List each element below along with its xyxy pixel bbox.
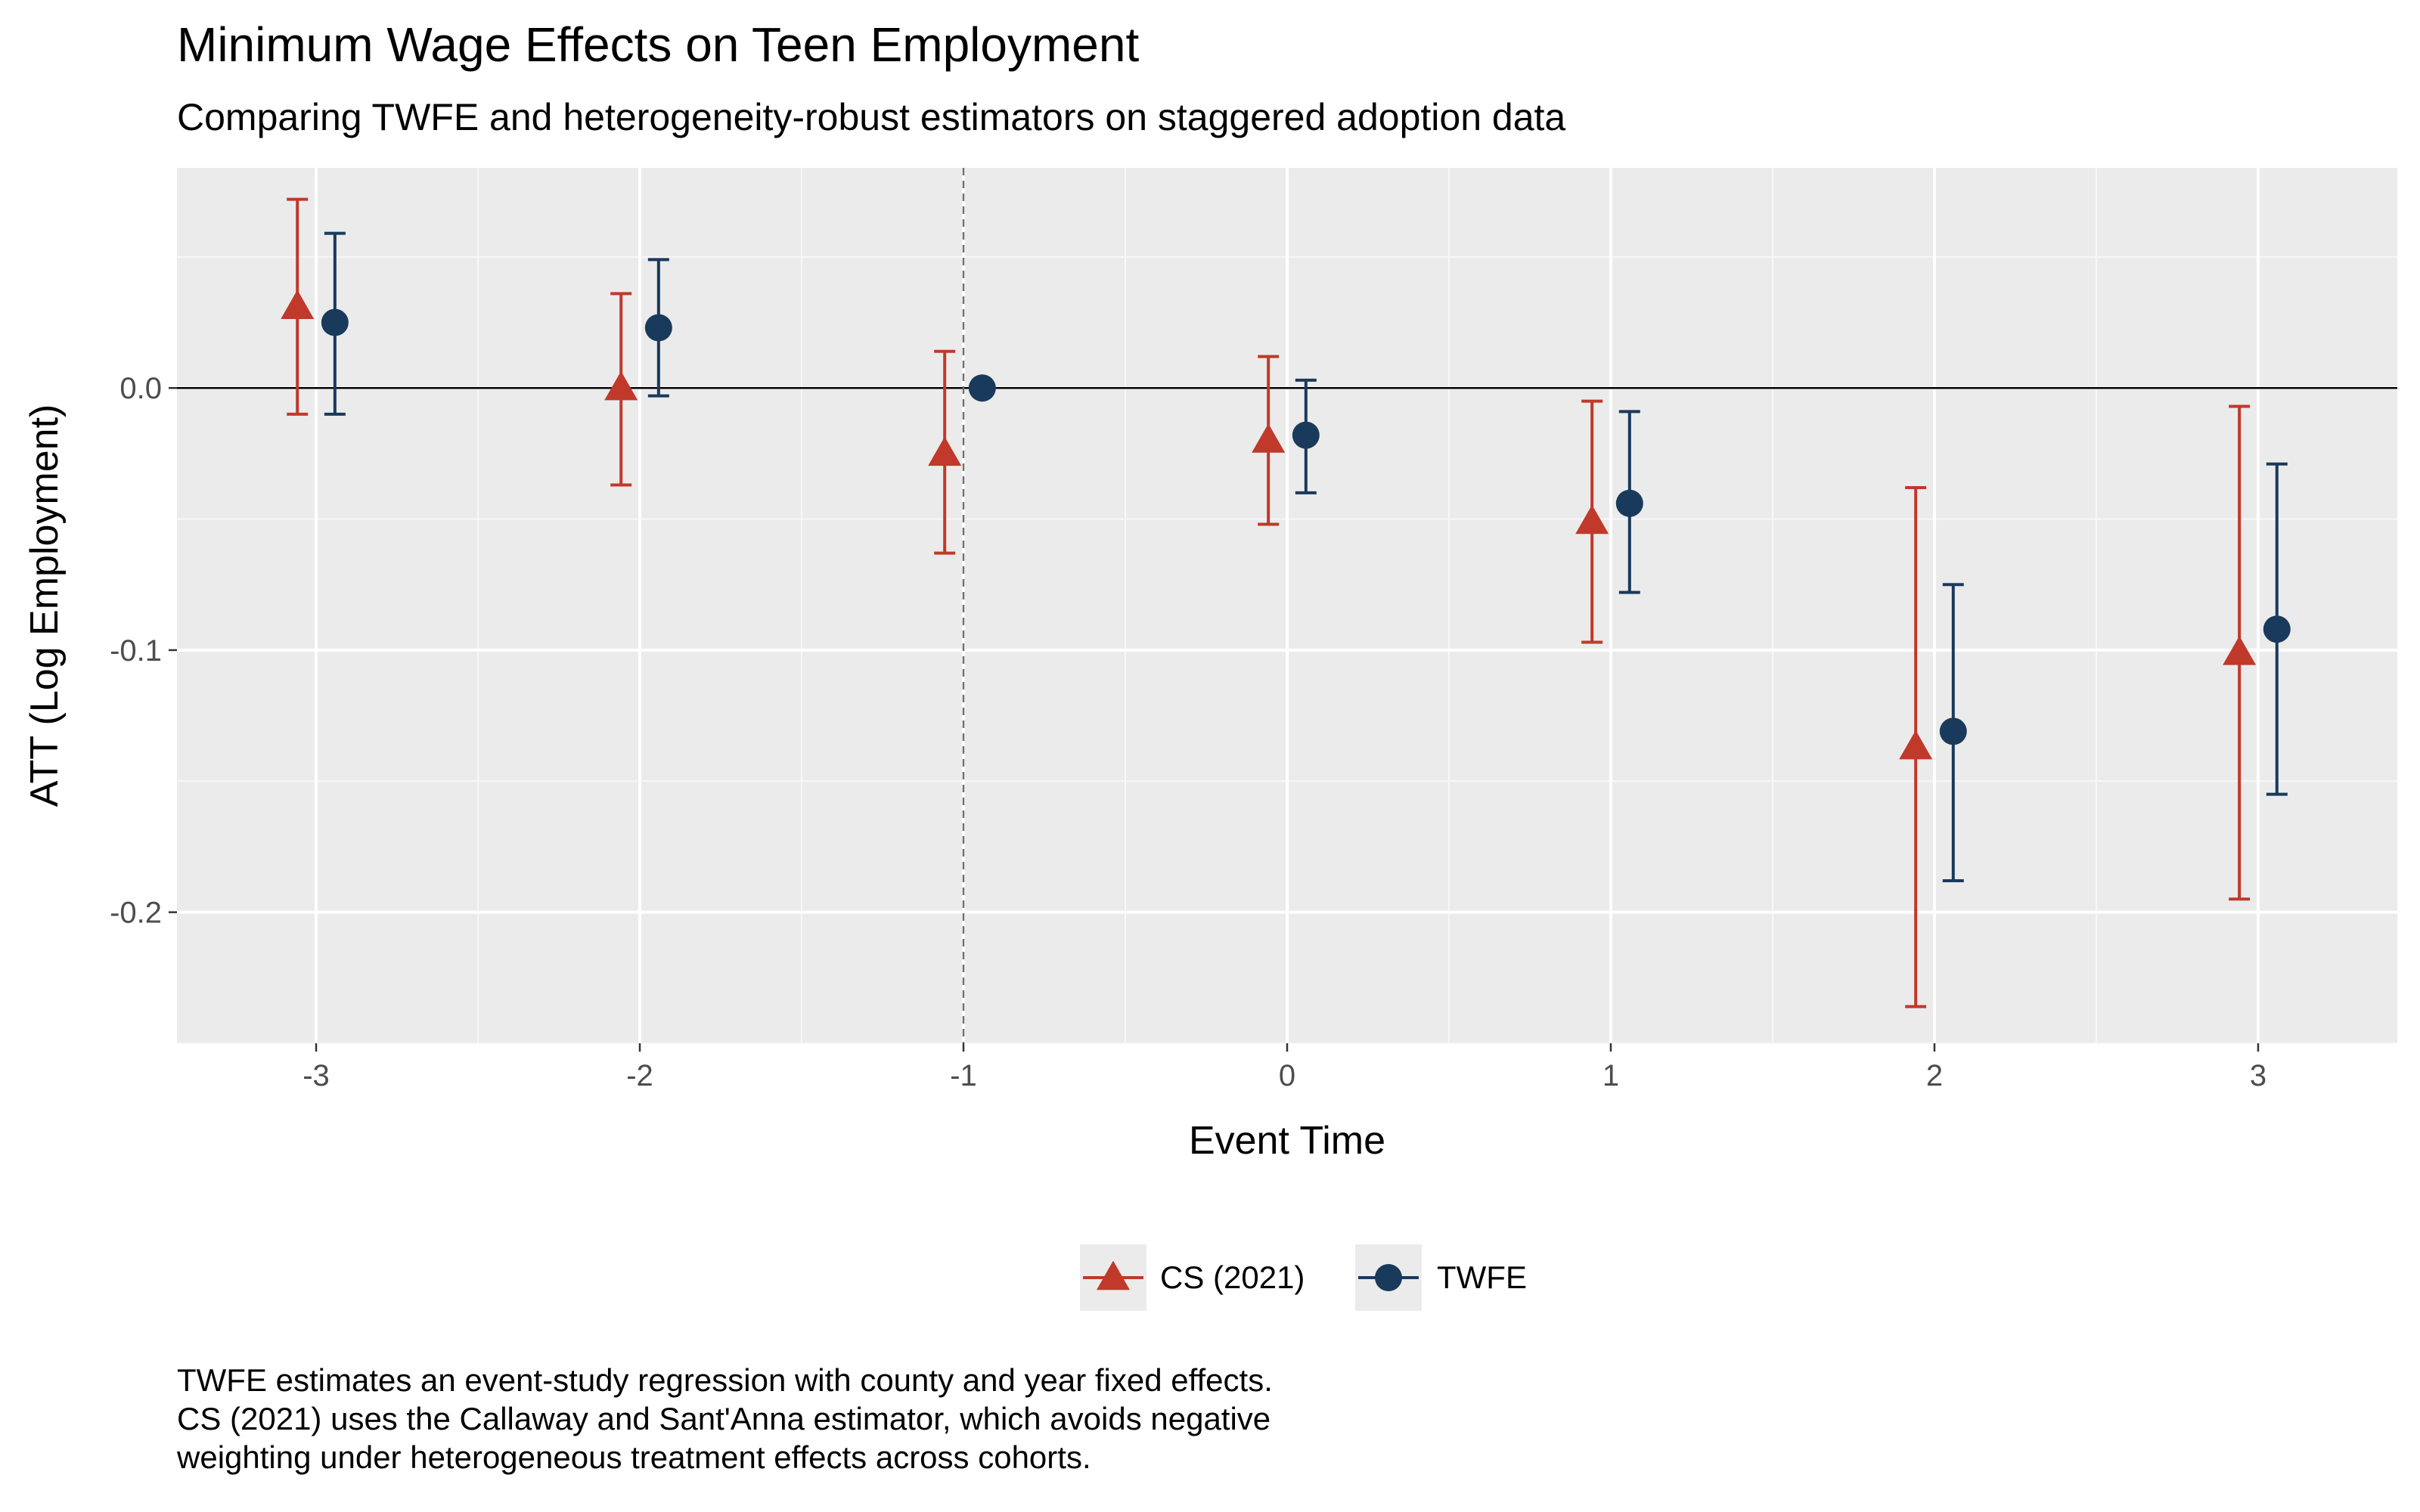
caption-line: TWFE estimates an event-study regression… bbox=[177, 1362, 1273, 1398]
y-tick-label: -0.1 bbox=[110, 634, 162, 668]
data-point-cs bbox=[1252, 423, 1286, 453]
legend-label: CS (2021) bbox=[1160, 1259, 1305, 1295]
legend-triangle-marker bbox=[1097, 1260, 1130, 1290]
caption-line: CS (2021) uses the Callaway and Sant'Ann… bbox=[177, 1401, 1271, 1436]
chart-caption: TWFE estimates an event-study regression… bbox=[177, 1361, 1273, 1476]
data-point-cs bbox=[604, 370, 638, 401]
data-point-cs bbox=[1899, 730, 1933, 760]
data-point-cs bbox=[281, 290, 315, 319]
caption-line: weighting under heterogeneous treatment … bbox=[177, 1439, 1091, 1475]
data-point-twfe bbox=[644, 314, 672, 342]
legend-label: TWFE bbox=[1437, 1259, 1527, 1295]
x-tick-label: 1 bbox=[1602, 1059, 1619, 1092]
chart-title: Minimum Wage Effects on Teen Employment bbox=[177, 17, 1140, 72]
x-tick-label: -3 bbox=[302, 1059, 330, 1092]
x-tick-label: -1 bbox=[950, 1059, 977, 1092]
data-point-twfe bbox=[1615, 489, 1643, 517]
y-axis-title: ATT (Log Employment) bbox=[23, 404, 67, 807]
x-tick-label: 3 bbox=[2250, 1059, 2266, 1092]
chart-subtitle: Comparing TWFE and heterogeneity-robust … bbox=[177, 96, 1566, 138]
data-point-cs bbox=[2223, 636, 2257, 665]
x-tick-label: -2 bbox=[626, 1059, 653, 1092]
y-tick-label: 0.0 bbox=[119, 372, 162, 405]
data-point-twfe bbox=[1292, 421, 1320, 449]
data-point-twfe bbox=[2263, 615, 2291, 643]
x-tick-label: 0 bbox=[1279, 1059, 1295, 1092]
legend-circle-marker bbox=[1375, 1264, 1402, 1291]
data-point-twfe bbox=[968, 374, 996, 402]
data-point-cs bbox=[928, 436, 962, 466]
data-point-cs bbox=[1575, 504, 1609, 534]
x-tick-label: 2 bbox=[1926, 1059, 1943, 1092]
data-point-twfe bbox=[1939, 717, 1967, 745]
x-axis-title: Event Time bbox=[1189, 1119, 1385, 1163]
data-point-twfe bbox=[321, 308, 349, 336]
y-tick-label: -0.2 bbox=[110, 897, 162, 930]
